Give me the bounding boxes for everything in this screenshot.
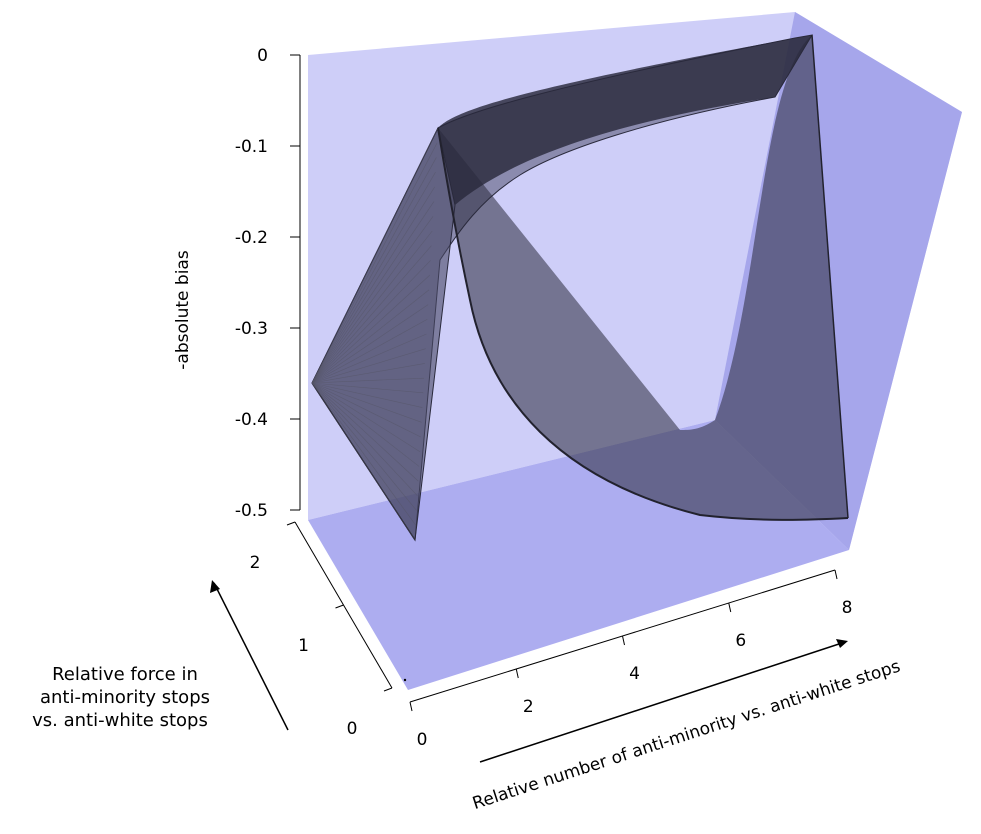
- x-tick-label: 2: [523, 697, 534, 717]
- y-title-line-3: vs. anti-white stops: [32, 710, 208, 731]
- mesh-line: [311, 382, 418, 497]
- mesh-line: [311, 382, 423, 408]
- y-title-line-1: Relative force in: [52, 664, 198, 685]
- mesh-line: [311, 382, 419, 482]
- x-axis-title: Relative number of anti-minority vs. ant…: [470, 639, 903, 814]
- mesh-line: [311, 245, 432, 384]
- y-axis: 0 1 2: [250, 521, 393, 739]
- mesh-line: [311, 348, 426, 384]
- x-tick-mark: [515, 668, 519, 679]
- mesh-line: [311, 142, 438, 384]
- y-tick-mark: [286, 521, 296, 526]
- x-tick-label: 8: [842, 598, 853, 618]
- x-tick-label: 4: [629, 664, 640, 684]
- z-tick-label: -0.5: [235, 501, 268, 521]
- mesh-line: [311, 382, 424, 394]
- mesh-line: [311, 382, 416, 541]
- y-tick-label: 2: [250, 553, 261, 573]
- y-tick-label: 1: [298, 636, 309, 656]
- mesh-line: [311, 319, 428, 384]
- mesh-line: [311, 186, 435, 384]
- z-axis: 0 -0.1 -0.2 -0.3 -0.4 -0.5: [235, 46, 301, 521]
- x-axis: 0 2 4 6 8: [409, 569, 853, 750]
- x-tick-label: 6: [735, 631, 746, 651]
- surface-fan-lines: [311, 127, 439, 541]
- x-tick-mark: [728, 602, 732, 613]
- x-tick-mark: [622, 635, 625, 646]
- mesh-line: [311, 230, 433, 384]
- x-tick-mark: [834, 569, 838, 580]
- mesh-line: [311, 171, 436, 384]
- mesh-line: [311, 274, 430, 384]
- mesh-line: [311, 289, 430, 384]
- y-tick-mark: [335, 604, 344, 609]
- mesh-line: [311, 333, 427, 384]
- mesh-line: [311, 363, 425, 384]
- z-tick-label: -0.1: [235, 137, 268, 157]
- z-tick-label: 0: [257, 46, 268, 66]
- mesh-line: [311, 216, 434, 384]
- y-tick-mark: [383, 687, 393, 692]
- mesh-line: [311, 377, 425, 384]
- mesh-line: [311, 157, 437, 384]
- mesh-line: [311, 382, 422, 423]
- mesh-line: [311, 382, 417, 511]
- y-tick-label: 0: [347, 719, 358, 739]
- y-title-line-2: anti-minority stops: [40, 687, 210, 708]
- surface: [311, 34, 849, 542]
- mesh-line: [311, 382, 421, 452]
- x-tick-label: 0: [417, 730, 428, 750]
- surface-edge-right: [811, 34, 849, 519]
- mesh-line: [311, 201, 435, 384]
- corner-dot: [403, 678, 407, 682]
- z-tick-label: -0.2: [235, 228, 268, 248]
- mesh-line: [311, 382, 421, 438]
- surface-edge-curve: [437, 127, 849, 521]
- mesh-line: [311, 127, 439, 384]
- mesh-line: [311, 304, 429, 384]
- mesh-line: [311, 260, 431, 384]
- z-tick-label: -0.3: [235, 319, 268, 339]
- z-tick-label: -0.4: [235, 410, 268, 430]
- y-axis-title: Relative force in anti-minority stops vs…: [32, 580, 289, 731]
- surface-top-band: [438, 35, 812, 205]
- surface-front-curve: [438, 35, 848, 520]
- z-axis-title: -absolute bias: [173, 250, 193, 370]
- mesh-line: [311, 382, 417, 526]
- svg-text:Relative number of anti-minori: Relative number of anti-minority vs. ant…: [470, 656, 903, 814]
- mesh-line: [311, 382, 420, 467]
- x-tick-mark: [409, 701, 413, 712]
